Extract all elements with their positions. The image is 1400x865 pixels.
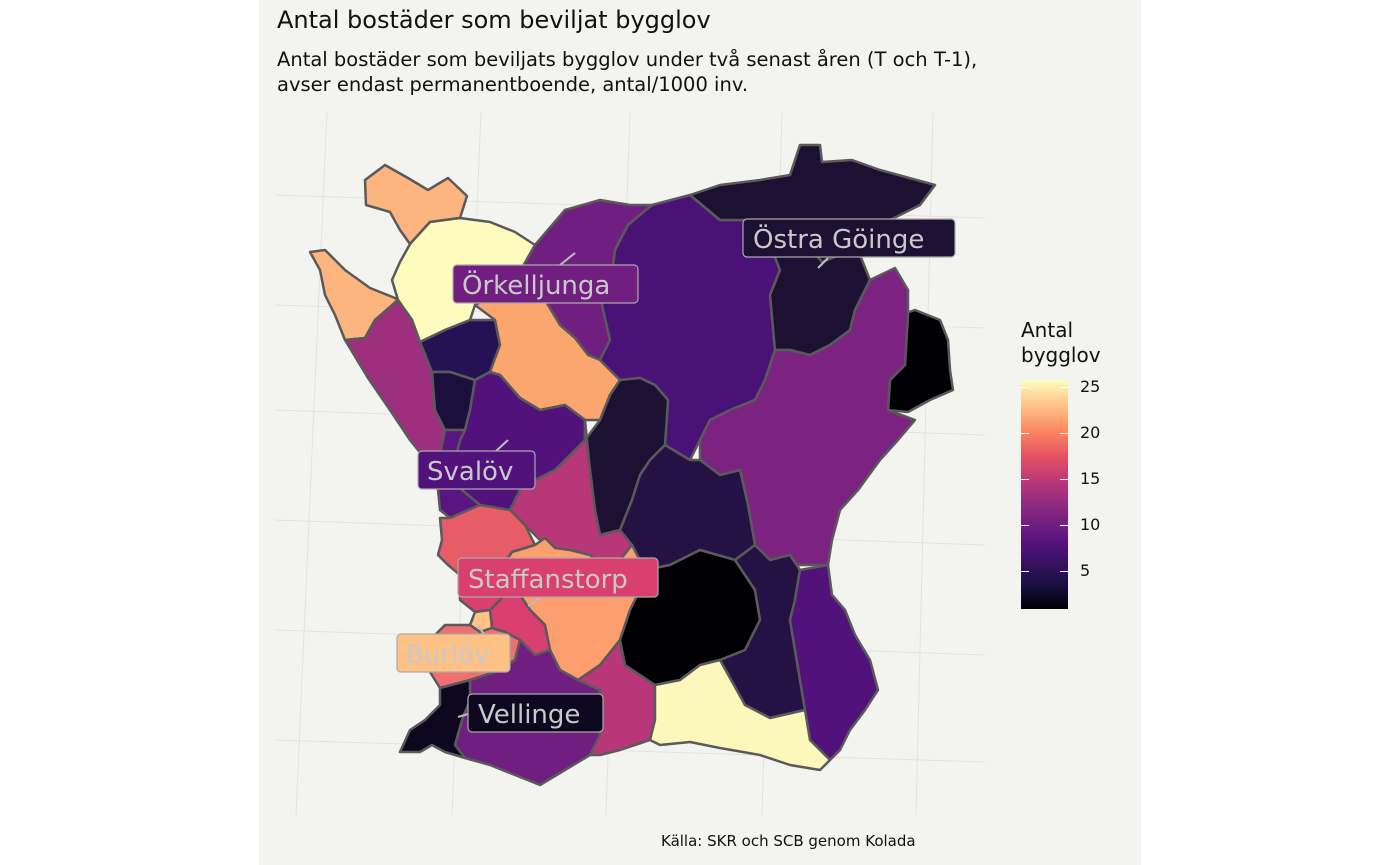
legend-tick-label-5: 5 xyxy=(1080,561,1091,580)
legend-tick-mark-5 xyxy=(1021,571,1029,572)
legend-title-line-2: bygglov xyxy=(1021,343,1101,367)
legend-tick-mark-5-right xyxy=(1060,571,1068,572)
label-staffanstorp-text: Staffanstorp xyxy=(468,565,628,595)
subtitle-line-2: avser endast permanentboende, antal/1000… xyxy=(277,73,749,96)
label-svalov[interactable]: Svalöv xyxy=(417,450,536,490)
legend-tick-mark-15 xyxy=(1021,479,1029,480)
legend-tick-mark-10 xyxy=(1021,525,1029,526)
municipality-ystad[interactable] xyxy=(648,658,832,772)
legend-tick-mark-20-right xyxy=(1060,433,1068,434)
municipality-simrishamn[interactable] xyxy=(788,563,880,762)
legend-tick-label-20: 20 xyxy=(1080,423,1101,442)
legend-tick-mark-20 xyxy=(1021,433,1029,434)
label-svalov-text: Svalöv xyxy=(427,457,513,487)
label-burlov[interactable]: Burlöv xyxy=(396,633,511,673)
legend-colorbar xyxy=(1021,380,1068,609)
map-title: Antal bostäder som beviljat bygglov xyxy=(277,6,711,34)
label-ostra-goinge-text: Östra Göinge xyxy=(753,223,924,255)
legend-tick-label-15: 15 xyxy=(1080,469,1101,488)
legend-title: Antal bygglov xyxy=(1021,318,1101,368)
label-leaders xyxy=(457,252,829,718)
legend-tick-label-25: 25 xyxy=(1080,377,1101,396)
legend-tick-mark-25 xyxy=(1021,387,1029,388)
legend-tick-mark-10-right xyxy=(1060,525,1068,526)
subtitle-line-1: Antal bostäder som beviljats bygglov und… xyxy=(277,48,978,71)
map-subtitle: Antal bostäder som beviljats bygglov und… xyxy=(277,47,1147,97)
label-ostra-goinge[interactable]: Östra Göinge xyxy=(742,218,956,258)
label-orkelljunga[interactable]: Örkelljunga xyxy=(452,264,639,304)
legend-tick-mark-25-right xyxy=(1060,387,1068,388)
label-vellinge[interactable]: Vellinge xyxy=(467,693,604,733)
legend-tick-mark-15-right xyxy=(1060,479,1068,480)
legend-title-line-1: Antal xyxy=(1021,318,1074,342)
label-orkelljunga-text: Örkelljunga xyxy=(462,269,610,301)
municipalities xyxy=(308,143,955,787)
municipality-kristianstad[interactable] xyxy=(698,266,917,567)
label-burlov-text: Burlöv xyxy=(406,640,490,670)
label-staffanstorp[interactable]: Staffanstorp xyxy=(457,557,659,598)
label-vellinge-text: Vellinge xyxy=(478,700,580,730)
source-caption: Källa: SKR och SCB genom Kolada xyxy=(661,832,916,850)
legend-tick-label-10: 10 xyxy=(1080,515,1101,534)
